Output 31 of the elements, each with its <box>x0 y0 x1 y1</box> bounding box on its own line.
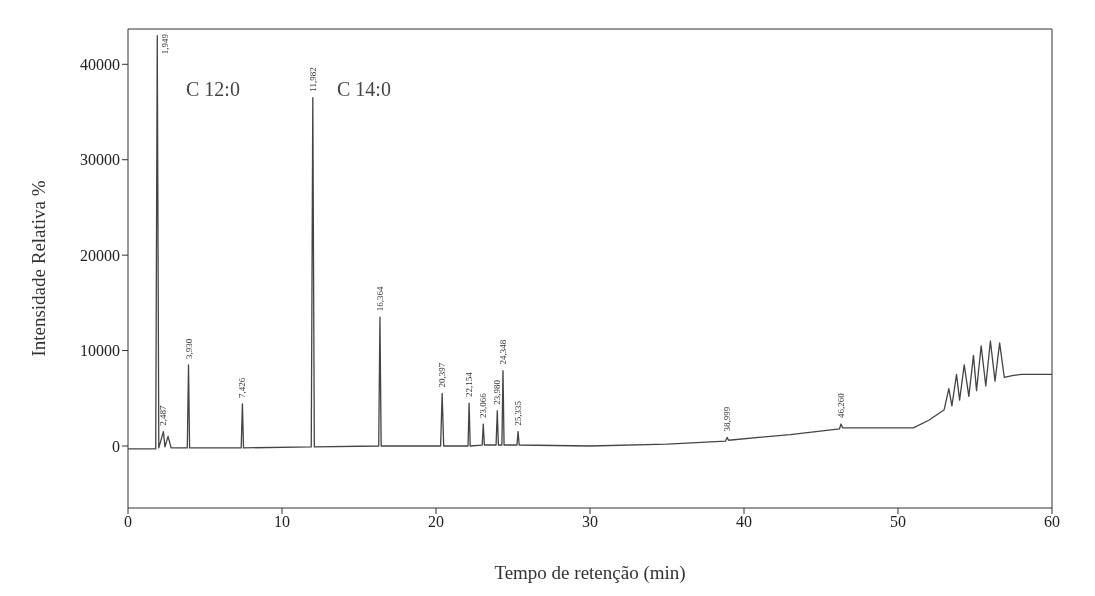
y-tick-label: 30000 <box>80 151 120 169</box>
x-tick-label: 30 <box>582 513 598 531</box>
annotation: 24,348 <box>497 339 508 365</box>
x-tick-label: 10 <box>274 513 290 531</box>
line-series <box>128 35 1052 450</box>
annotation: 22,154 <box>464 371 475 398</box>
annotation: 11,982 <box>307 67 318 92</box>
x-tick-label: 40 <box>736 513 752 531</box>
y-tick-label: 20000 <box>80 246 120 264</box>
x-tick-label: 0 <box>124 513 132 531</box>
annotation: C 12:0 <box>186 78 240 101</box>
annotation: 20,397 <box>437 362 448 388</box>
annotation: 1,949 <box>160 33 171 55</box>
annotation: 2,487 <box>158 404 169 426</box>
annotation: 7,426 <box>237 377 248 398</box>
y-tick-label: 10000 <box>80 342 120 360</box>
annotation: 23,066 <box>478 392 489 419</box>
x-tick-label: 50 <box>890 513 906 531</box>
x-axis-title: Tempo de retenção (min) <box>494 562 686 585</box>
annotation: 38,999 <box>722 406 733 432</box>
annotation: C 14:0 <box>337 78 391 101</box>
annotation: 46,260 <box>836 392 847 419</box>
annotation: 23,980 <box>492 379 503 405</box>
y-tick-label: 40000 <box>80 55 120 73</box>
annotation: 25,335 <box>513 400 524 426</box>
annotation: 16,364 <box>374 285 385 312</box>
annotation: 3,930 <box>183 338 194 359</box>
x-tick-label: 20 <box>428 513 444 531</box>
x-tick-label: 60 <box>1044 513 1060 531</box>
y-axis-title: Intensidade Relativa % <box>27 180 49 357</box>
y-tick-label: 0 <box>112 437 120 455</box>
